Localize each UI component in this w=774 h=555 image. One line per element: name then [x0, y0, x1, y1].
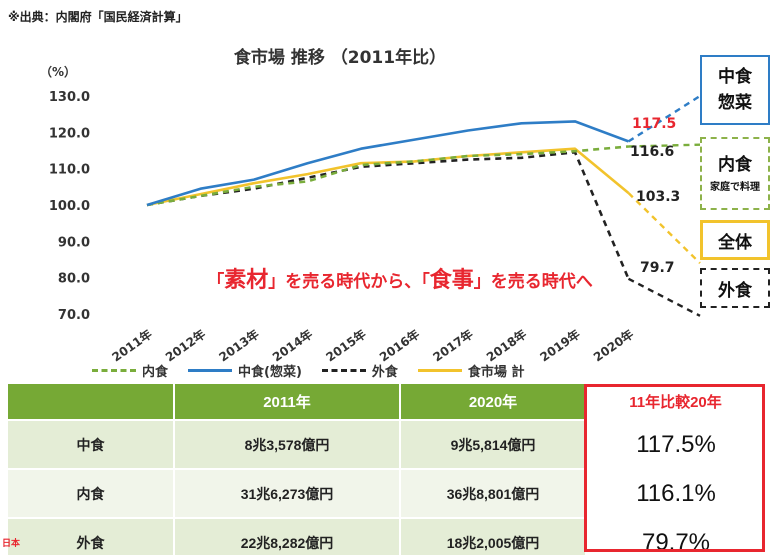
legend-item: 中食(惣菜): [188, 361, 302, 380]
label-souzai: 惣菜: [718, 93, 752, 113]
legend-swatch: [188, 368, 233, 372]
legend-item: 食市場 計: [417, 361, 525, 380]
header-comparison: 11年比較20年: [586, 384, 766, 420]
series-extension-0: [628, 143, 701, 148]
series-lines: [146, 94, 701, 317]
y-tick-label: 120.0: [49, 126, 90, 141]
series-extension-2: [627, 277, 701, 317]
logo: 日本: [2, 539, 21, 549]
value-ratio: 117.5%: [586, 419, 765, 469]
row-label: 中食: [8, 419, 175, 469]
series-line-2: [146, 151, 630, 280]
y-tick-label: 100.0: [49, 199, 90, 214]
legend-label: 中食(惣菜): [238, 364, 302, 380]
annotations: 117.5 116.6 103.3 79.7: [630, 116, 680, 276]
label-zentai-box: 全体: [700, 220, 770, 260]
series-line-1: [146, 120, 629, 207]
annotation-label: 117.5: [632, 116, 676, 132]
value-2020: 9兆5,814億円: [400, 419, 587, 469]
table-row: 内食 31兆6,273億円 36兆8,801億円 116.1%: [8, 468, 765, 518]
x-tick-label: 2020年: [590, 326, 636, 364]
value-2011: 31兆6,273億円: [174, 468, 401, 518]
legend-item: 内食: [92, 361, 168, 380]
label-naishoku-box: 内食 家庭で料理: [700, 137, 770, 210]
series-line-3: [146, 147, 630, 207]
chart-legend: 内食 中食(惣菜) 外食 食市場 計: [92, 359, 544, 381]
annotation-label: 116.6: [630, 144, 674, 160]
label-gaishoku: 外食: [718, 280, 752, 301]
value-2020: 36兆8,801億円: [400, 468, 587, 518]
table-row: 中食 8兆3,578億円 9兆5,814億円 117.5%: [8, 419, 765, 469]
legend-swatch: [321, 368, 366, 372]
table-header-row: 2011年 2020年 11年比較20年: [8, 384, 766, 420]
value-2020: 18兆2,005億円: [400, 517, 587, 555]
slogan-keyword-material: 素材: [224, 268, 269, 293]
line-chart: 食市場 推移 （2011年比） （%） 130.0 120.0 110.0 100.0…: [40, 47, 701, 365]
source-note: ※出典：内閣府「国民経済計算」: [8, 10, 188, 24]
series-extension-1: [627, 94, 701, 143]
slogan: 「素材」を売る時代から、「食事」を売る時代へ: [205, 262, 595, 294]
y-axis-unit: （%）: [40, 64, 76, 79]
label-zentai: 全体: [718, 232, 752, 253]
value-ratio: 116.1%: [586, 468, 765, 518]
header-2020: 2020年: [400, 384, 587, 420]
row-label: 内食: [8, 468, 175, 518]
comparison-table: 2011年 2020年 11年比較20年 中食 8兆3,578億円 9兆5,81…: [8, 384, 766, 555]
legend-swatch: [92, 368, 136, 372]
legend-item: 外食: [321, 361, 398, 380]
label-chushoku: 中食: [718, 67, 752, 87]
legend-label: 食市場 計: [467, 364, 525, 380]
y-tick-label: 110.0: [49, 163, 90, 178]
value-2011: 8兆3,578億円: [174, 419, 401, 469]
label-home-cooking: 家庭で料理: [710, 181, 760, 193]
legend-swatch: [417, 368, 462, 372]
label-chushoku-box: 中食 惣菜: [700, 55, 770, 125]
table-row: 外食 22兆8,282億円 18兆2,005億円 79.7%: [8, 517, 765, 555]
label-naishoku: 内食: [718, 154, 752, 175]
legend-label: 内食: [142, 364, 169, 380]
y-tick-label: 90.0: [58, 235, 90, 250]
series-line-0: [146, 145, 629, 207]
slogan-part: 」を売る時代へ: [473, 272, 593, 292]
header-blank: [8, 384, 175, 420]
y-axis-ticks: 130.0 120.0 110.0 100.0 90.0 80.0 70.0: [49, 90, 90, 323]
slogan-keyword-meal: 食事: [429, 268, 474, 293]
header-2011: 2011年: [174, 384, 401, 420]
series-extension-3: [627, 192, 701, 264]
row-label: 外食: [8, 517, 175, 555]
value-ratio: 79.7%: [586, 517, 765, 555]
y-tick-label: 70.0: [58, 308, 90, 323]
annotation-label: 79.7: [640, 260, 675, 276]
y-tick-label: 80.0: [58, 272, 90, 287]
slogan-part: 「: [207, 272, 225, 292]
legend-label: 外食: [371, 364, 398, 380]
chart-title: 食市場 推移 （2011年比）: [234, 47, 446, 68]
annotation-label: 103.3: [636, 189, 680, 205]
label-gaishoku-box: 外食: [700, 268, 770, 308]
value-2011: 22兆8,282億円: [174, 517, 401, 555]
y-tick-label: 130.0: [49, 90, 90, 105]
slogan-part: 」を売る時代から、「: [268, 272, 430, 292]
